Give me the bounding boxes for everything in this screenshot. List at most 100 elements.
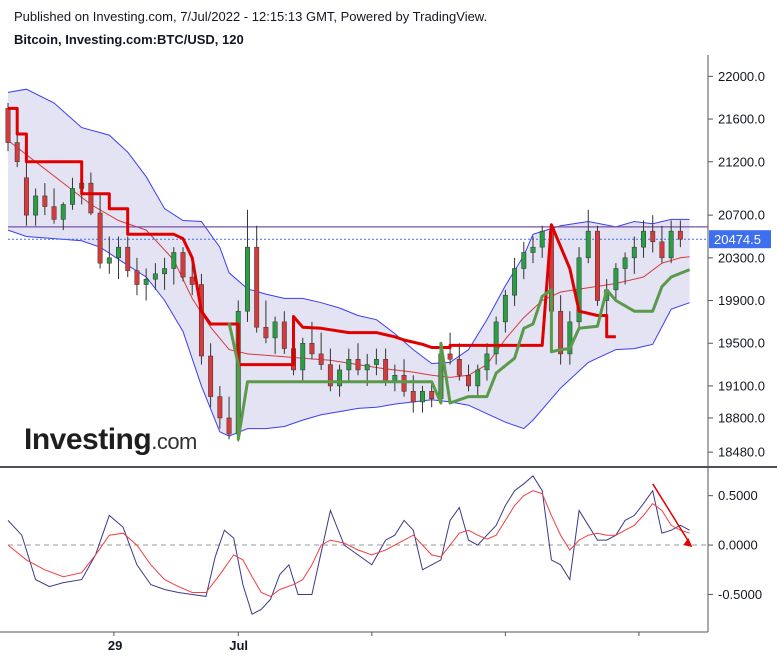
candle-72 (668, 220, 674, 264)
candle-body (33, 195, 39, 216)
candle-body (217, 396, 223, 419)
candle-29 (272, 316, 278, 354)
price-tick-label: 19100.0 (718, 378, 765, 393)
candle-body (466, 375, 471, 387)
candle-11 (106, 236, 112, 274)
candle-body (392, 375, 398, 381)
oscillator-main-line (7, 475, 690, 615)
logo-main: Investing (24, 423, 152, 456)
candle-26 (245, 209, 250, 322)
candle-body (5, 108, 11, 143)
candle-body (337, 369, 343, 387)
candle-body (539, 230, 545, 248)
candle-body (364, 364, 370, 371)
price-tick-label: 22000.0 (718, 69, 765, 84)
candle-body (401, 375, 407, 392)
candle-12 (116, 236, 121, 280)
candle-32 (300, 337, 306, 381)
candle-50 (466, 364, 471, 392)
candle-5 (51, 188, 57, 224)
price-tick-label: 21600.0 (718, 112, 765, 127)
divergence-arrow-head (683, 538, 693, 548)
candle-40 (373, 348, 379, 376)
osc-tick-label: 0.5000 (718, 488, 758, 503)
candle-69 (641, 220, 646, 258)
candle-54 (502, 289, 508, 333)
bollinger-lower-line (7, 229, 690, 437)
candle-67 (622, 252, 628, 285)
candle-37 (346, 348, 352, 381)
candle-body (383, 358, 389, 381)
candle-27 (254, 225, 260, 333)
candle-body (171, 252, 177, 269)
candle-70 (650, 215, 656, 253)
bollinger-band-fill (8, 89, 690, 437)
candle-body (585, 230, 591, 259)
candle-body (447, 353, 453, 360)
candle-body (613, 268, 619, 291)
candle-14 (134, 257, 140, 296)
candle-body (429, 391, 435, 399)
candle-body (420, 391, 425, 403)
candle-body (595, 230, 600, 301)
candle-55 (512, 257, 518, 306)
candle-4 (42, 183, 48, 216)
candle-63 (585, 209, 591, 264)
candle-body (567, 321, 573, 355)
candle-body (134, 270, 140, 285)
price-pane (5, 88, 708, 442)
price-tick-label: 19900.0 (718, 293, 765, 308)
time-tick-label: 29 (108, 638, 122, 653)
divergence-arrow-line (652, 483, 691, 544)
candle-body (60, 204, 66, 220)
candle-71 (659, 225, 665, 264)
candle-body (162, 268, 168, 275)
price-tick-label: 18800.0 (718, 410, 765, 425)
candle-66 (613, 263, 619, 301)
candle-73 (677, 220, 683, 248)
candle-10 (97, 193, 103, 269)
candle-body (23, 177, 29, 216)
published-line: Published on Investing.com, 7/Jul/2022 -… (14, 9, 488, 24)
candle-body (346, 358, 352, 371)
candle-body (152, 273, 158, 280)
candle-19 (180, 247, 186, 282)
candle-body (226, 417, 232, 435)
price-tick-label: 20300.0 (718, 250, 765, 265)
candle-body (530, 246, 536, 253)
oscillator-signal-line (7, 490, 690, 597)
candle-body (456, 358, 462, 376)
candle-56 (521, 241, 527, 280)
candle-body (70, 188, 75, 205)
candle-body (97, 212, 103, 264)
kijun-line (8, 106, 616, 367)
axes: 22000.0 21600.0 21200.0 20700.0 20300.0 19900… (0, 55, 777, 653)
candle-2 (23, 161, 29, 226)
candle-body (677, 230, 683, 240)
candle-49 (456, 343, 462, 381)
candle-51 (475, 364, 481, 397)
candle-22 (208, 343, 214, 408)
price-tick-label: 18480.0 (718, 445, 765, 460)
candle-18 (171, 247, 177, 285)
candle-body (650, 230, 656, 243)
candle-58 (539, 225, 545, 258)
candle-17 (162, 257, 168, 290)
price-tick-label: 21200.0 (718, 154, 765, 169)
candle-61 (567, 311, 573, 365)
candle-body (512, 268, 518, 296)
candle-60 (558, 295, 564, 365)
candle-13 (125, 236, 131, 278)
candle-21 (198, 273, 204, 365)
price-tick-label: 20700.0 (718, 208, 765, 223)
candle-body (198, 284, 204, 357)
candle-body (189, 276, 195, 285)
candle-body (659, 241, 665, 259)
candle-62 (576, 247, 582, 328)
candle-body (143, 278, 149, 285)
osc-tick-label: -0.5000 (718, 587, 762, 602)
candle-52 (484, 343, 490, 381)
candle-body (42, 195, 48, 207)
candle-57 (530, 236, 536, 264)
